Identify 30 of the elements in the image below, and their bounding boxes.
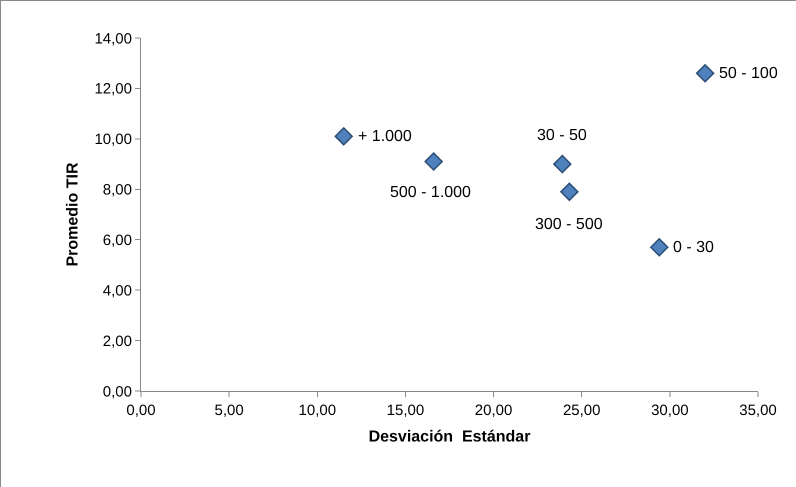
y-tick-label: 12,00 [94,80,132,98]
point [650,238,668,256]
y-tick-label: 8,00 [102,182,132,199]
y-tick-label: 4,00 [102,282,132,300]
point [334,127,353,146]
y-tick-label: 2,00 [102,332,132,350]
x-tick-label: 35,00 [739,402,777,419]
y-tick-label: 6,00 [102,232,132,249]
point [424,152,443,171]
x-tick-label: 15,00 [386,402,424,419]
point [553,154,572,174]
y-axis-title: Promedio TIR [64,162,82,267]
y-tick-label: 0,00 [102,383,132,400]
y-tick-label: 14,00 [94,30,132,48]
annotation: + 1.000 [358,128,412,145]
annotation: 0 - 30 [673,239,714,256]
x-tick-label: 30,00 [651,402,689,419]
annotation: 30 - 50 [537,127,587,144]
annotation: 50 - 100 [719,65,778,82]
annotation: 500 - 1.000 [390,184,472,201]
point [696,64,714,82]
x-tick-label: 25,00 [562,402,600,419]
x-tick-label: 20,00 [474,402,512,419]
x-tick-label: 5,00 [214,402,244,419]
y-tick-label: 10,00 [94,131,132,148]
x-tick-label: 10,00 [298,402,336,419]
x-axis-title: Desviación Estándar [368,428,530,446]
x-tick-label: 0,00 [126,402,156,419]
annotation: 300 - 500 [535,216,603,233]
point [560,182,579,202]
